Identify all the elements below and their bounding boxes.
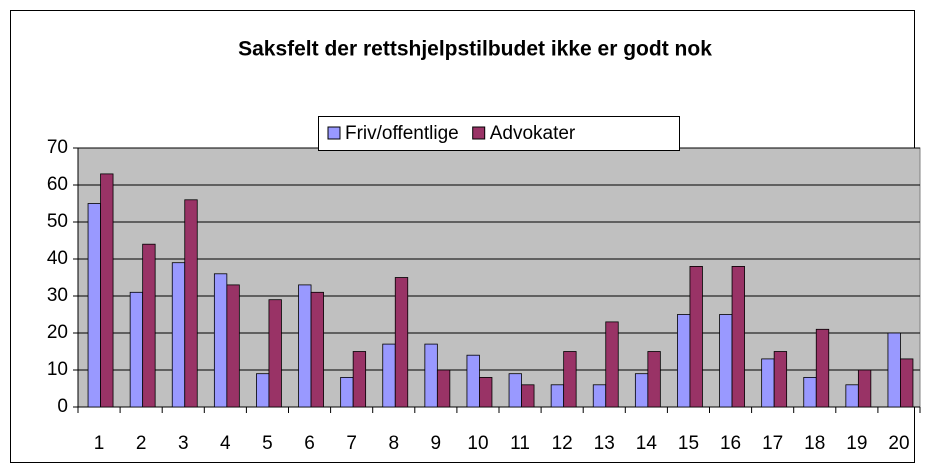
y-tick-label: 50 (47, 211, 68, 232)
legend-swatch (472, 126, 486, 140)
bar (129, 291, 144, 408)
bar (887, 332, 901, 408)
bar (815, 328, 830, 408)
x-tick-label: 20 (888, 433, 909, 454)
x-tick-label: 9 (431, 433, 442, 454)
bar (900, 358, 914, 408)
x-tick-label: 10 (467, 433, 488, 454)
bar (340, 376, 354, 408)
bar (803, 376, 817, 408)
bar (508, 373, 522, 408)
x-tick-label: 13 (594, 433, 615, 454)
y-tick-label: 70 (47, 137, 68, 158)
bar (689, 265, 703, 408)
x-tick-label: 3 (178, 433, 189, 454)
bar (857, 369, 872, 408)
bar (719, 314, 733, 408)
x-tick-label: 8 (388, 433, 399, 454)
legend-swatch (327, 126, 341, 140)
legend-label: Friv/offentlige (345, 123, 459, 144)
bar (773, 351, 788, 408)
bar (424, 343, 438, 408)
bar (466, 354, 480, 408)
bar (521, 384, 535, 408)
y-tick-label: 60 (47, 174, 68, 195)
x-tick-label: 7 (346, 433, 357, 454)
bar (677, 314, 691, 408)
bar (100, 173, 114, 408)
bar (382, 343, 396, 408)
bar (142, 243, 156, 408)
x-tick-label: 1 (94, 433, 105, 454)
bar (171, 262, 186, 408)
chart-title: Saksfelt der rettshjelpstilbudet ikke er… (238, 38, 712, 61)
bar (268, 299, 282, 408)
bar (761, 358, 775, 408)
y-tick-label: 10 (47, 359, 68, 380)
bar (298, 284, 312, 408)
y-tick-label: 30 (47, 285, 68, 306)
legend-box (318, 116, 680, 151)
bar (87, 203, 101, 408)
x-tick-label: 2 (136, 433, 147, 454)
bar (550, 384, 565, 408)
bar (226, 284, 240, 408)
x-tick-label: 12 (552, 433, 573, 454)
bar (634, 373, 649, 408)
bar (394, 277, 409, 408)
bar (605, 321, 619, 408)
bar (731, 265, 745, 408)
bar (479, 376, 493, 408)
bar (563, 351, 577, 408)
x-tick-label: 17 (762, 433, 783, 454)
y-tick-label: 40 (47, 248, 68, 269)
bar (592, 384, 607, 408)
x-tick-label: 14 (636, 433, 658, 454)
bar (647, 351, 661, 408)
bar (213, 273, 228, 408)
x-tick-label: 18 (804, 433, 825, 454)
bar (845, 384, 859, 408)
x-tick-label: 5 (262, 433, 273, 454)
x-tick-label: 4 (220, 433, 231, 454)
x-tick-label: 16 (720, 433, 741, 454)
y-tick-label: 20 (47, 322, 68, 343)
bar (310, 291, 324, 408)
x-tick-label: 15 (678, 433, 699, 454)
bar (352, 351, 367, 408)
bar (256, 373, 270, 408)
bar (184, 199, 198, 408)
x-tick-label: 19 (846, 433, 867, 454)
x-tick-label: 6 (304, 433, 315, 454)
bar (436, 369, 451, 408)
legend-label: Advokater (490, 123, 576, 144)
y-tick-label: 0 (57, 396, 68, 417)
x-tick-label: 11 (510, 433, 530, 454)
plot-area (77, 147, 921, 408)
